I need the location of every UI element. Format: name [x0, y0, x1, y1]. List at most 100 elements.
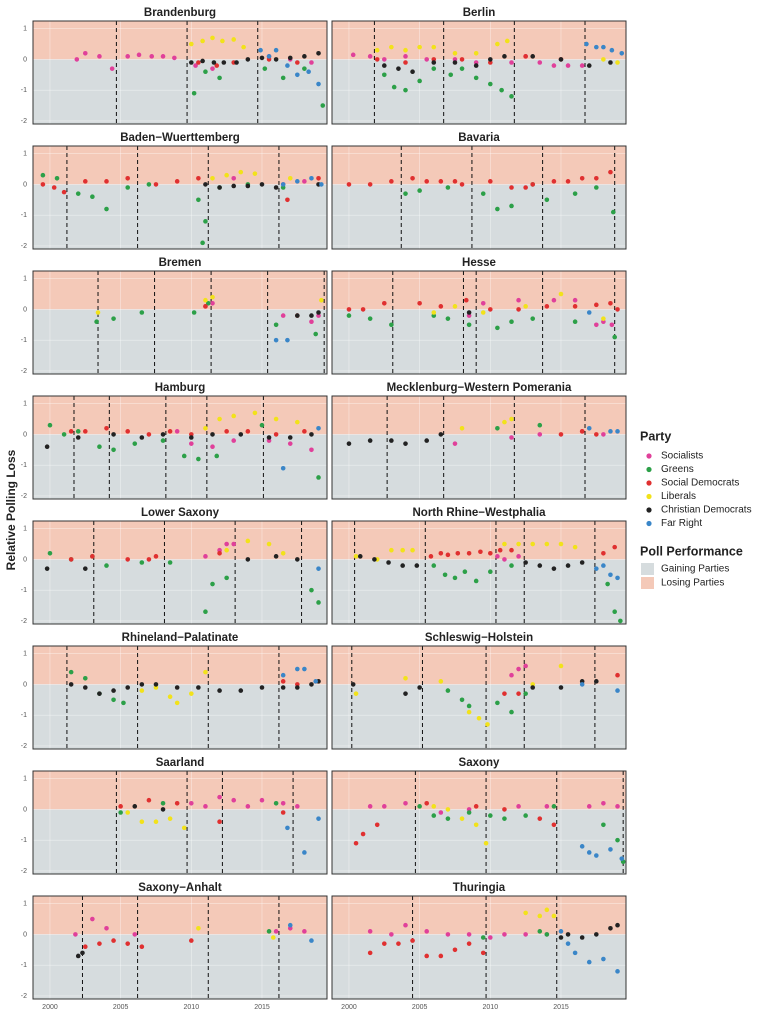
data-point [381, 804, 387, 809]
data-point [389, 44, 394, 50]
data-point [389, 547, 394, 553]
data-point [234, 60, 239, 65]
data-point [410, 547, 415, 553]
legend-label: Christian Democrats [661, 505, 752, 516]
data-point [372, 557, 377, 562]
data-point [139, 944, 145, 950]
data-point [452, 947, 458, 953]
data-point [516, 691, 521, 696]
data-point [104, 206, 109, 212]
facet-border [331, 895, 627, 1000]
data-point [191, 310, 197, 315]
data-point [424, 953, 430, 959]
data-point [203, 425, 208, 431]
data-point [403, 922, 408, 928]
data-point [579, 175, 585, 181]
data-point [220, 38, 225, 44]
data-point [203, 804, 208, 809]
data-point [51, 185, 57, 190]
losing-region [332, 646, 626, 685]
data-point [485, 722, 490, 727]
data-point [295, 72, 300, 78]
data-point [544, 197, 550, 203]
data-point [111, 316, 116, 321]
y-tick-label: -1 [21, 962, 27, 969]
data-point [210, 581, 215, 587]
data-point [75, 429, 81, 434]
data-point [367, 182, 373, 187]
losing-region [33, 521, 327, 560]
y-tick-label: 1 [23, 151, 27, 158]
y-tick-label: -2 [21, 743, 27, 750]
y-tick-label: 0 [23, 306, 27, 313]
data-point [167, 429, 173, 434]
data-point [125, 185, 131, 190]
data-point [502, 557, 507, 562]
data-point [480, 935, 486, 940]
data-point [350, 52, 356, 58]
data-point [594, 175, 599, 181]
gaining-region [332, 59, 626, 125]
data-point [295, 419, 300, 425]
data-point [389, 438, 394, 443]
data-point [594, 432, 599, 437]
data-point [523, 932, 528, 937]
data-point [403, 47, 408, 53]
data-point [316, 600, 321, 605]
data-point [82, 429, 88, 434]
losing-region [33, 396, 327, 435]
facet-border [32, 770, 328, 875]
data-point [203, 554, 208, 559]
data-point [445, 816, 451, 821]
data-point [586, 425, 592, 431]
data-point [410, 938, 415, 943]
data-point [111, 688, 116, 693]
data-point [615, 804, 620, 809]
data-point [445, 316, 451, 321]
data-point [509, 94, 514, 99]
y-tick-label: 1 [23, 276, 27, 283]
data-point [367, 438, 373, 443]
data-point [203, 297, 208, 303]
facet: Berlin [331, 7, 627, 125]
data-point [61, 432, 67, 437]
data-point [509, 319, 514, 325]
data-point [424, 438, 430, 443]
data-point [174, 429, 180, 434]
data-point [466, 703, 472, 709]
data-point [174, 800, 180, 806]
data-point [480, 191, 486, 196]
data-point [259, 55, 265, 61]
data-point [608, 60, 613, 65]
data-point [273, 57, 279, 62]
data-point [174, 700, 180, 706]
data-point [488, 569, 493, 575]
data-point [586, 63, 592, 68]
data-point [459, 66, 465, 71]
facet-title: Schleswig−Holstein [425, 632, 533, 644]
data-point [499, 87, 504, 93]
data-point [537, 422, 543, 428]
data-point [544, 304, 550, 309]
data-point [428, 554, 434, 559]
data-point [431, 804, 437, 809]
data-point [523, 910, 528, 916]
gaining-region [33, 559, 327, 624]
data-point [572, 304, 578, 309]
data-point [97, 691, 102, 696]
data-point [210, 432, 215, 437]
data-point [167, 694, 173, 700]
data-point [287, 922, 293, 928]
data-point [273, 554, 279, 559]
data-point [61, 189, 67, 195]
data-point [280, 313, 286, 318]
data-point [259, 182, 265, 187]
data-point [601, 550, 606, 556]
data-point [74, 57, 80, 62]
data-point [302, 666, 307, 672]
data-point [473, 822, 479, 828]
data-point [203, 69, 208, 75]
facet-title: Saarland [156, 757, 205, 769]
x-tick-label: 2005 [113, 1004, 129, 1011]
data-point [502, 816, 507, 821]
